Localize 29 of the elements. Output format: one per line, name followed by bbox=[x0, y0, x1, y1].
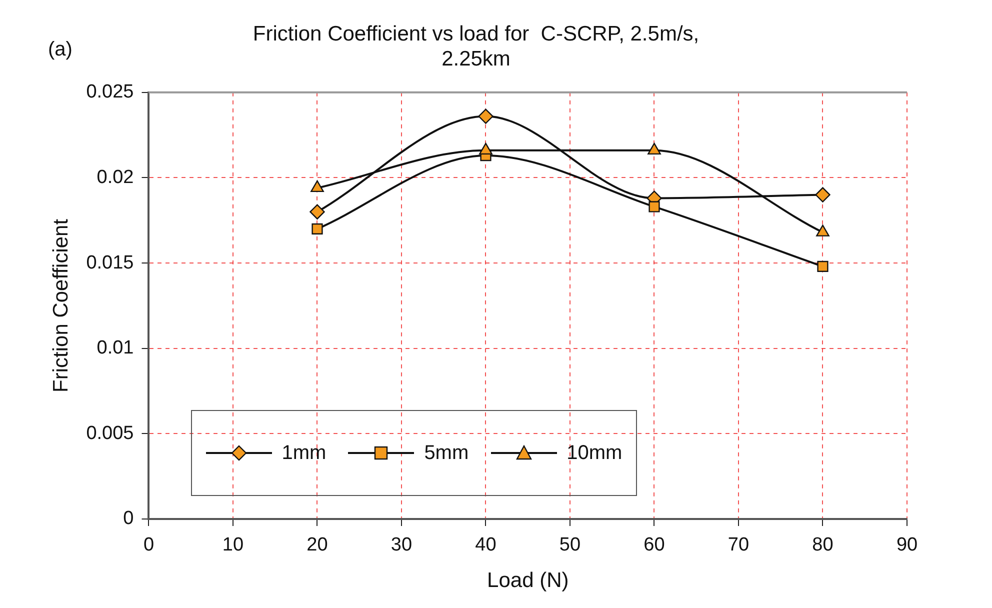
point bbox=[310, 204, 325, 220]
x-tick-label: 50 bbox=[559, 534, 581, 556]
y-tick-label: 0 bbox=[123, 508, 134, 530]
legend-label: 10mm bbox=[566, 442, 622, 464]
y-tick-label: 0.02 bbox=[96, 166, 134, 188]
y-tick-label: 0.025 bbox=[86, 82, 134, 103]
x-axis-title: Load (N) bbox=[487, 569, 569, 592]
x-tick-label: 70 bbox=[728, 534, 750, 556]
point bbox=[648, 201, 660, 212]
x-tick-label: 80 bbox=[812, 534, 834, 556]
chart-title: Friction Coefficient vs load for C-SCRP, 2.5m/s, 2.25km bbox=[252, 22, 700, 71]
x-tick-label: 90 bbox=[896, 534, 918, 556]
x-tick-label: 60 bbox=[644, 534, 665, 556]
text: (a) bbox=[48, 38, 72, 61]
y-axis-title: Friction Coefficient bbox=[49, 218, 72, 392]
y-tick-label: 0.015 bbox=[86, 252, 134, 274]
point bbox=[815, 187, 830, 202]
legend-label: 5mm bbox=[424, 442, 469, 464]
x-tick-label: 10 bbox=[222, 534, 244, 556]
point bbox=[312, 223, 323, 234]
legend-label: 1mm bbox=[282, 442, 326, 464]
x-tick-label: 20 bbox=[306, 534, 328, 556]
y-tick-label: 0.005 bbox=[86, 422, 134, 444]
point bbox=[478, 108, 494, 124]
x-tick-label: 40 bbox=[475, 534, 496, 556]
x-tick-label: 0 bbox=[143, 534, 154, 556]
y-tick-label: 0.01 bbox=[96, 338, 134, 359]
point bbox=[817, 260, 828, 272]
x-tick-label: 30 bbox=[390, 534, 412, 556]
